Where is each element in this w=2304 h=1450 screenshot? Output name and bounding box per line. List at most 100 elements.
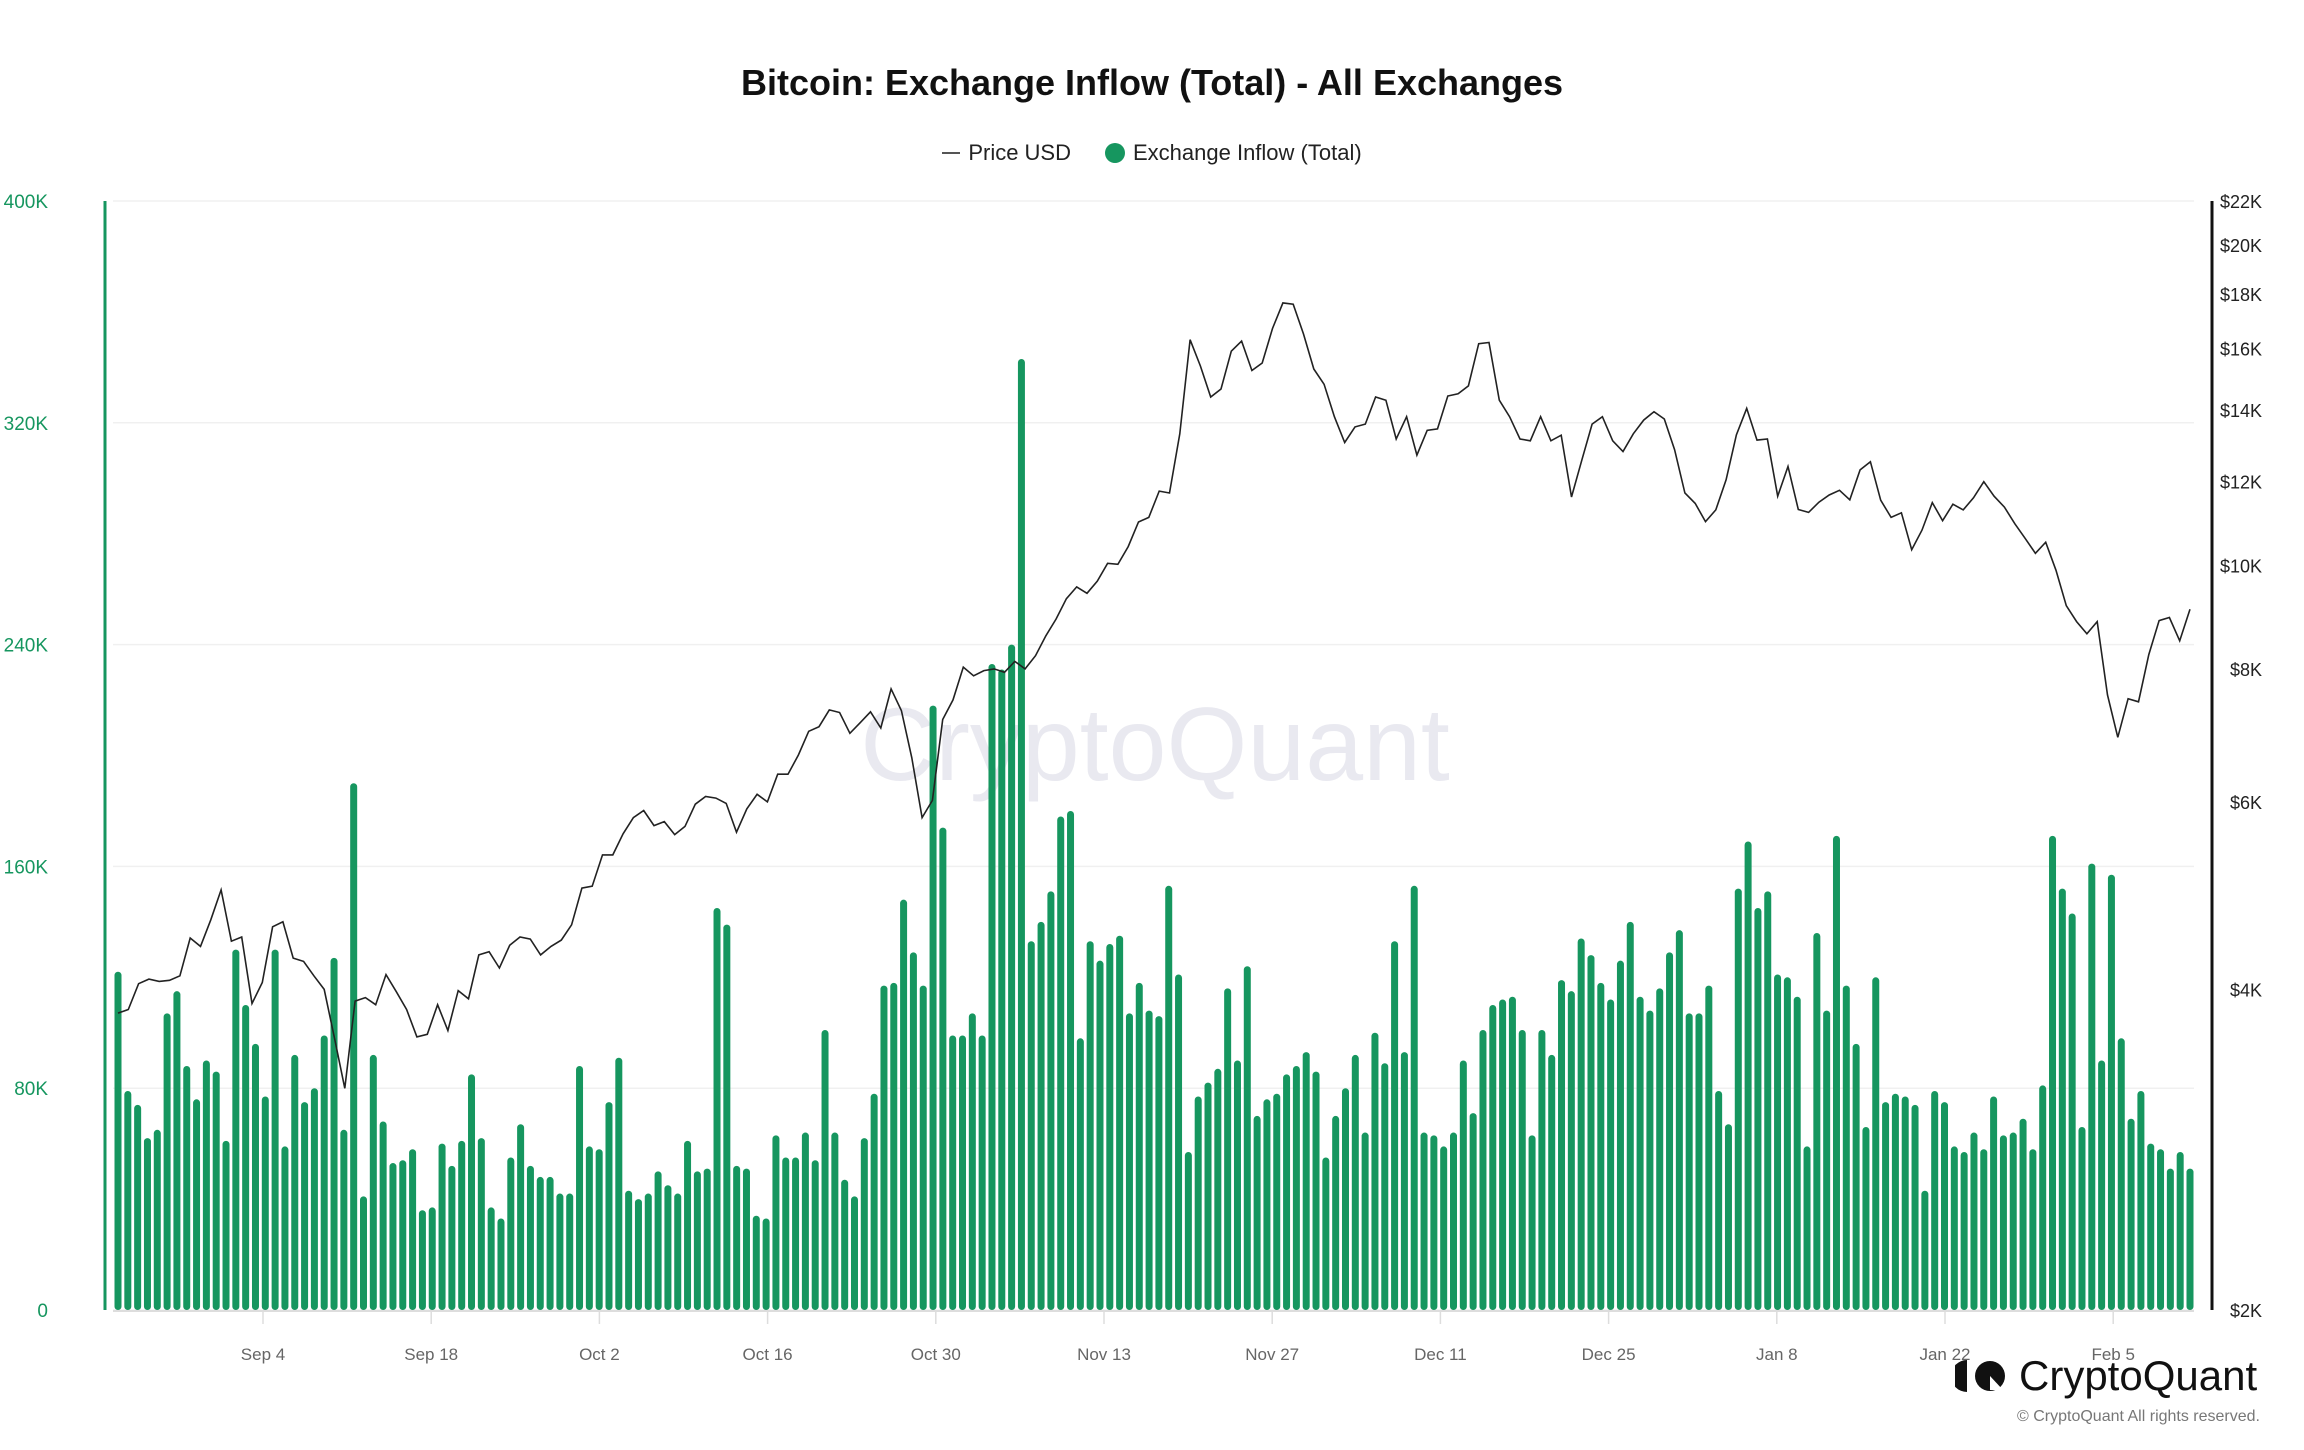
inflow-bar: [801, 1132, 809, 1310]
inflow-bar: [163, 1013, 171, 1310]
inflow-bar: [2088, 863, 2096, 1310]
inflow-bar: [1008, 644, 1016, 1310]
inflow-bar: [939, 827, 947, 1310]
inflow-bar: [1440, 1146, 1448, 1310]
inflow-bar: [1273, 1093, 1281, 1310]
inflow-bar: [261, 1096, 269, 1310]
inflow-bar: [1224, 988, 1232, 1310]
inflow-bar: [1685, 1013, 1693, 1310]
left-tick-label: 400K: [4, 192, 49, 213]
inflow-bar: [1243, 966, 1251, 1310]
right-tick-label: $4K: [2230, 980, 2262, 1000]
inflow-bar: [1528, 1135, 1536, 1310]
inflow-bar: [1322, 1157, 1330, 1310]
inflow-bar: [1872, 977, 1880, 1310]
inflow-bar: [1558, 980, 1566, 1310]
x-tick-label: Oct 16: [743, 1345, 793, 1364]
cryptoquant-logo: CryptoQuant: [1955, 1352, 2257, 1400]
inflow-bar: [605, 1102, 613, 1310]
inflow-bar: [1960, 1151, 1968, 1310]
inflow-bar: [1194, 1096, 1202, 1310]
inflow-bar: [644, 1193, 652, 1310]
inflow-bar: [1253, 1115, 1261, 1310]
inflow-bar: [1214, 1068, 1222, 1310]
inflow-bar: [448, 1165, 456, 1310]
chart-legend: Price USD Exchange Inflow (Total): [0, 140, 2304, 166]
inflow-bar: [1430, 1135, 1438, 1310]
inflow-bar: [2098, 1060, 2106, 1310]
inflow-bar: [1793, 996, 1801, 1310]
inflow-bar: [438, 1143, 446, 1310]
inflow-bar: [1027, 941, 1035, 1310]
inflow-bar: [664, 1185, 672, 1310]
inflow-bar: [1666, 952, 1674, 1310]
inflow-bar: [1783, 977, 1791, 1310]
inflow-bar: [134, 1104, 142, 1310]
inflow-bar: [1744, 841, 1752, 1310]
inflow-bar: [841, 1179, 849, 1310]
inflow-bar: [1626, 921, 1634, 1310]
inflow-bar: [1862, 1127, 1870, 1310]
inflow-bar: [409, 1149, 417, 1310]
inflow-bar: [1204, 1082, 1212, 1310]
inflow-bar: [2157, 1149, 2165, 1310]
x-tick-label: Nov 13: [1077, 1345, 1131, 1364]
inflow-bar: [733, 1165, 741, 1310]
inflow-bar: [389, 1163, 397, 1310]
inflow-bar: [2039, 1085, 2047, 1310]
left-tick-label: 240K: [4, 636, 49, 657]
left-tick-label: 80K: [14, 1079, 48, 1100]
inflow-bar: [428, 1207, 436, 1310]
inflow-bar: [890, 982, 898, 1310]
inflow-bar: [281, 1146, 289, 1310]
inflow-bar: [968, 1013, 976, 1310]
inflow-bar: [1587, 955, 1595, 1310]
inflow-bar: [1607, 999, 1615, 1310]
inflow-bar: [949, 1035, 957, 1310]
x-tick-label: Oct 30: [911, 1345, 961, 1364]
right-tick-label: $16K: [2220, 339, 2262, 359]
inflow-bar: [330, 957, 338, 1310]
inflow-bar: [1911, 1104, 1919, 1310]
inflow-bar: [153, 1129, 161, 1310]
inflow-bar: [1106, 944, 1114, 1310]
inflow-bar: [1921, 1190, 1929, 1310]
inflow-bar: [1175, 974, 1183, 1310]
left-axis: 0 80K 160K 240K 320K 400K: [4, 192, 107, 1322]
inflow-bar: [143, 1138, 151, 1310]
inflow-bar: [2058, 888, 2066, 1310]
inflow-bar: [742, 1168, 750, 1310]
inflow-bar: [232, 949, 240, 1310]
x-tick-label: Sep 18: [404, 1345, 458, 1364]
inflow-bar: [625, 1190, 633, 1310]
inflow-bar: [821, 1029, 829, 1310]
inflow-bar: [988, 664, 996, 1310]
inflow-bar: [1125, 1013, 1133, 1310]
inflow-bar: [536, 1176, 544, 1310]
inflow-bar: [860, 1138, 868, 1310]
inflow-bar: [1882, 1102, 1890, 1310]
inflow-bar: [369, 1054, 377, 1310]
inflow-bar: [2107, 874, 2115, 1310]
inflow-bar: [1047, 891, 1055, 1310]
inflow-bar: [772, 1135, 780, 1310]
inflow-bar: [497, 1218, 505, 1310]
inflow-bar: [251, 1043, 259, 1310]
price-line: [117, 302, 2191, 1089]
inflow-bar: [556, 1193, 564, 1310]
legend-item-price[interactable]: Price USD: [942, 140, 1071, 166]
inflow-bar: [379, 1121, 387, 1310]
inflow-bar: [1990, 1096, 1998, 1310]
inflow-bar: [880, 985, 888, 1310]
inflow-bar: [1656, 988, 1664, 1310]
inflow-bar: [1567, 991, 1575, 1310]
right-tick-label: $6K: [2230, 793, 2262, 813]
inflow-bar: [929, 705, 937, 1310]
inflow-bar: [595, 1149, 603, 1310]
x-tick-label: Dec 11: [1414, 1345, 1467, 1364]
inflow-bar: [576, 1066, 584, 1310]
legend-item-inflow[interactable]: Exchange Inflow (Total): [1105, 140, 1362, 166]
inflow-bar: [212, 1071, 220, 1310]
legend-label-price: Price USD: [968, 140, 1071, 165]
right-tick-label: $10K: [2220, 557, 2262, 577]
